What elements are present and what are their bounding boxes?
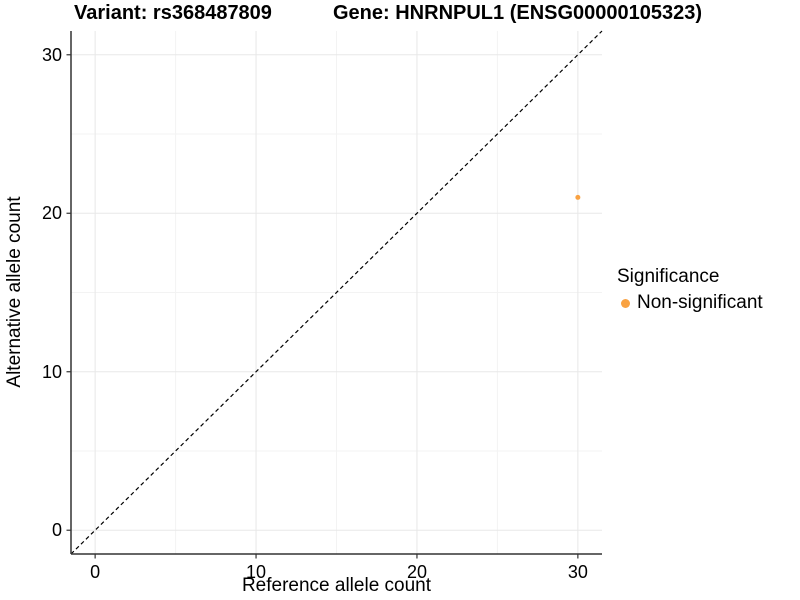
plot-title-gene: Gene: HNRNPUL1 (ENSG00000105323)	[333, 2, 703, 24]
x-tick-label: 20	[406, 562, 427, 582]
y-tick-label: 0	[51, 520, 62, 541]
legend-point-icon	[621, 298, 630, 308]
legend-title: Significance	[617, 266, 720, 287]
plot-canvas	[66, 30, 603, 559]
x-axis-title: Reference allele count	[241, 575, 432, 596]
plot-panel	[66, 30, 603, 559]
data-point	[575, 194, 581, 200]
x-tick-label: 10	[246, 562, 267, 582]
y-tick-label: 20	[41, 203, 62, 224]
identity-dashed-line	[70, 30, 603, 555]
y-tick-label: 30	[41, 44, 62, 65]
x-tick-label: 30	[567, 562, 588, 582]
x-tick-label: 0	[90, 562, 101, 582]
y-axis-title: Alternative allele count	[4, 196, 25, 388]
legend-label: Non-significant	[637, 292, 763, 313]
y-tick-label: 10	[41, 361, 62, 382]
legend: Significance Non-significant	[617, 266, 763, 314]
plot-title-variant: Variant: rs368487809	[74, 2, 272, 24]
legend-item-non-significant: Non-significant	[617, 292, 763, 314]
